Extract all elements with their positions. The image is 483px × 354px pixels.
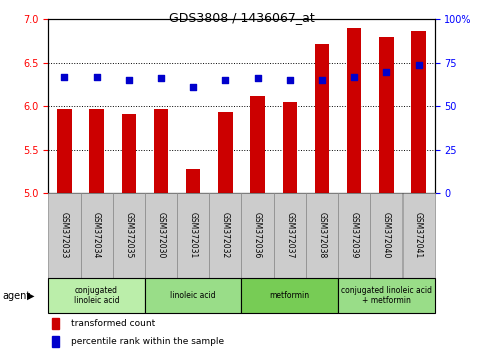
Bar [48, 193, 81, 278]
Bar [57, 109, 71, 193]
Bar [145, 278, 242, 313]
Text: GSM372038: GSM372038 [317, 212, 327, 258]
Bar [89, 109, 104, 193]
Bar [81, 193, 113, 278]
Bar [283, 102, 297, 193]
Point [60, 74, 68, 80]
Text: GSM372033: GSM372033 [60, 212, 69, 259]
Bar [242, 278, 338, 313]
Bar [177, 193, 209, 278]
Bar [402, 193, 435, 278]
Bar [145, 193, 177, 278]
Text: GSM372041: GSM372041 [414, 212, 423, 258]
Bar [52, 336, 59, 348]
Bar [338, 278, 435, 313]
Point [383, 69, 390, 74]
Text: percentile rank within the sample: percentile rank within the sample [71, 337, 225, 347]
Text: GSM372039: GSM372039 [350, 212, 359, 259]
Bar [218, 112, 233, 193]
Bar [250, 96, 265, 193]
Bar [412, 31, 426, 193]
Text: agent: agent [2, 291, 30, 301]
Bar [48, 278, 145, 313]
Bar [306, 193, 338, 278]
Bar [338, 193, 370, 278]
Bar [315, 44, 329, 193]
Point [157, 76, 165, 81]
Point [93, 74, 100, 80]
Text: GSM372037: GSM372037 [285, 212, 294, 259]
Text: GSM372034: GSM372034 [92, 212, 101, 259]
Bar [209, 193, 242, 278]
Bar [113, 193, 145, 278]
Bar [379, 37, 394, 193]
Point [286, 77, 294, 83]
Bar [52, 318, 59, 329]
Point [415, 62, 423, 67]
Point [254, 76, 261, 81]
Point [318, 77, 326, 83]
Text: GSM372032: GSM372032 [221, 212, 230, 258]
Point [222, 77, 229, 83]
Text: conjugated
linoleic acid: conjugated linoleic acid [74, 286, 119, 305]
Bar [274, 193, 306, 278]
Text: linoleic acid: linoleic acid [170, 291, 216, 300]
Point [189, 84, 197, 90]
Bar [347, 28, 361, 193]
Text: conjugated linoleic acid
+ metformin: conjugated linoleic acid + metformin [341, 286, 432, 305]
Bar [154, 109, 168, 193]
Text: GDS3808 / 1436067_at: GDS3808 / 1436067_at [169, 11, 314, 24]
Point [350, 74, 358, 80]
Text: metformin: metformin [270, 291, 310, 300]
Bar [186, 169, 200, 193]
Text: GSM372031: GSM372031 [189, 212, 198, 258]
Text: GSM372035: GSM372035 [124, 212, 133, 259]
Text: GSM372030: GSM372030 [156, 212, 166, 259]
Bar [122, 114, 136, 193]
Bar [242, 193, 274, 278]
Bar [370, 193, 402, 278]
Point [125, 77, 133, 83]
Text: transformed count: transformed count [71, 319, 156, 328]
Text: GSM372036: GSM372036 [253, 212, 262, 259]
Text: ▶: ▶ [27, 291, 34, 301]
Text: GSM372040: GSM372040 [382, 212, 391, 259]
